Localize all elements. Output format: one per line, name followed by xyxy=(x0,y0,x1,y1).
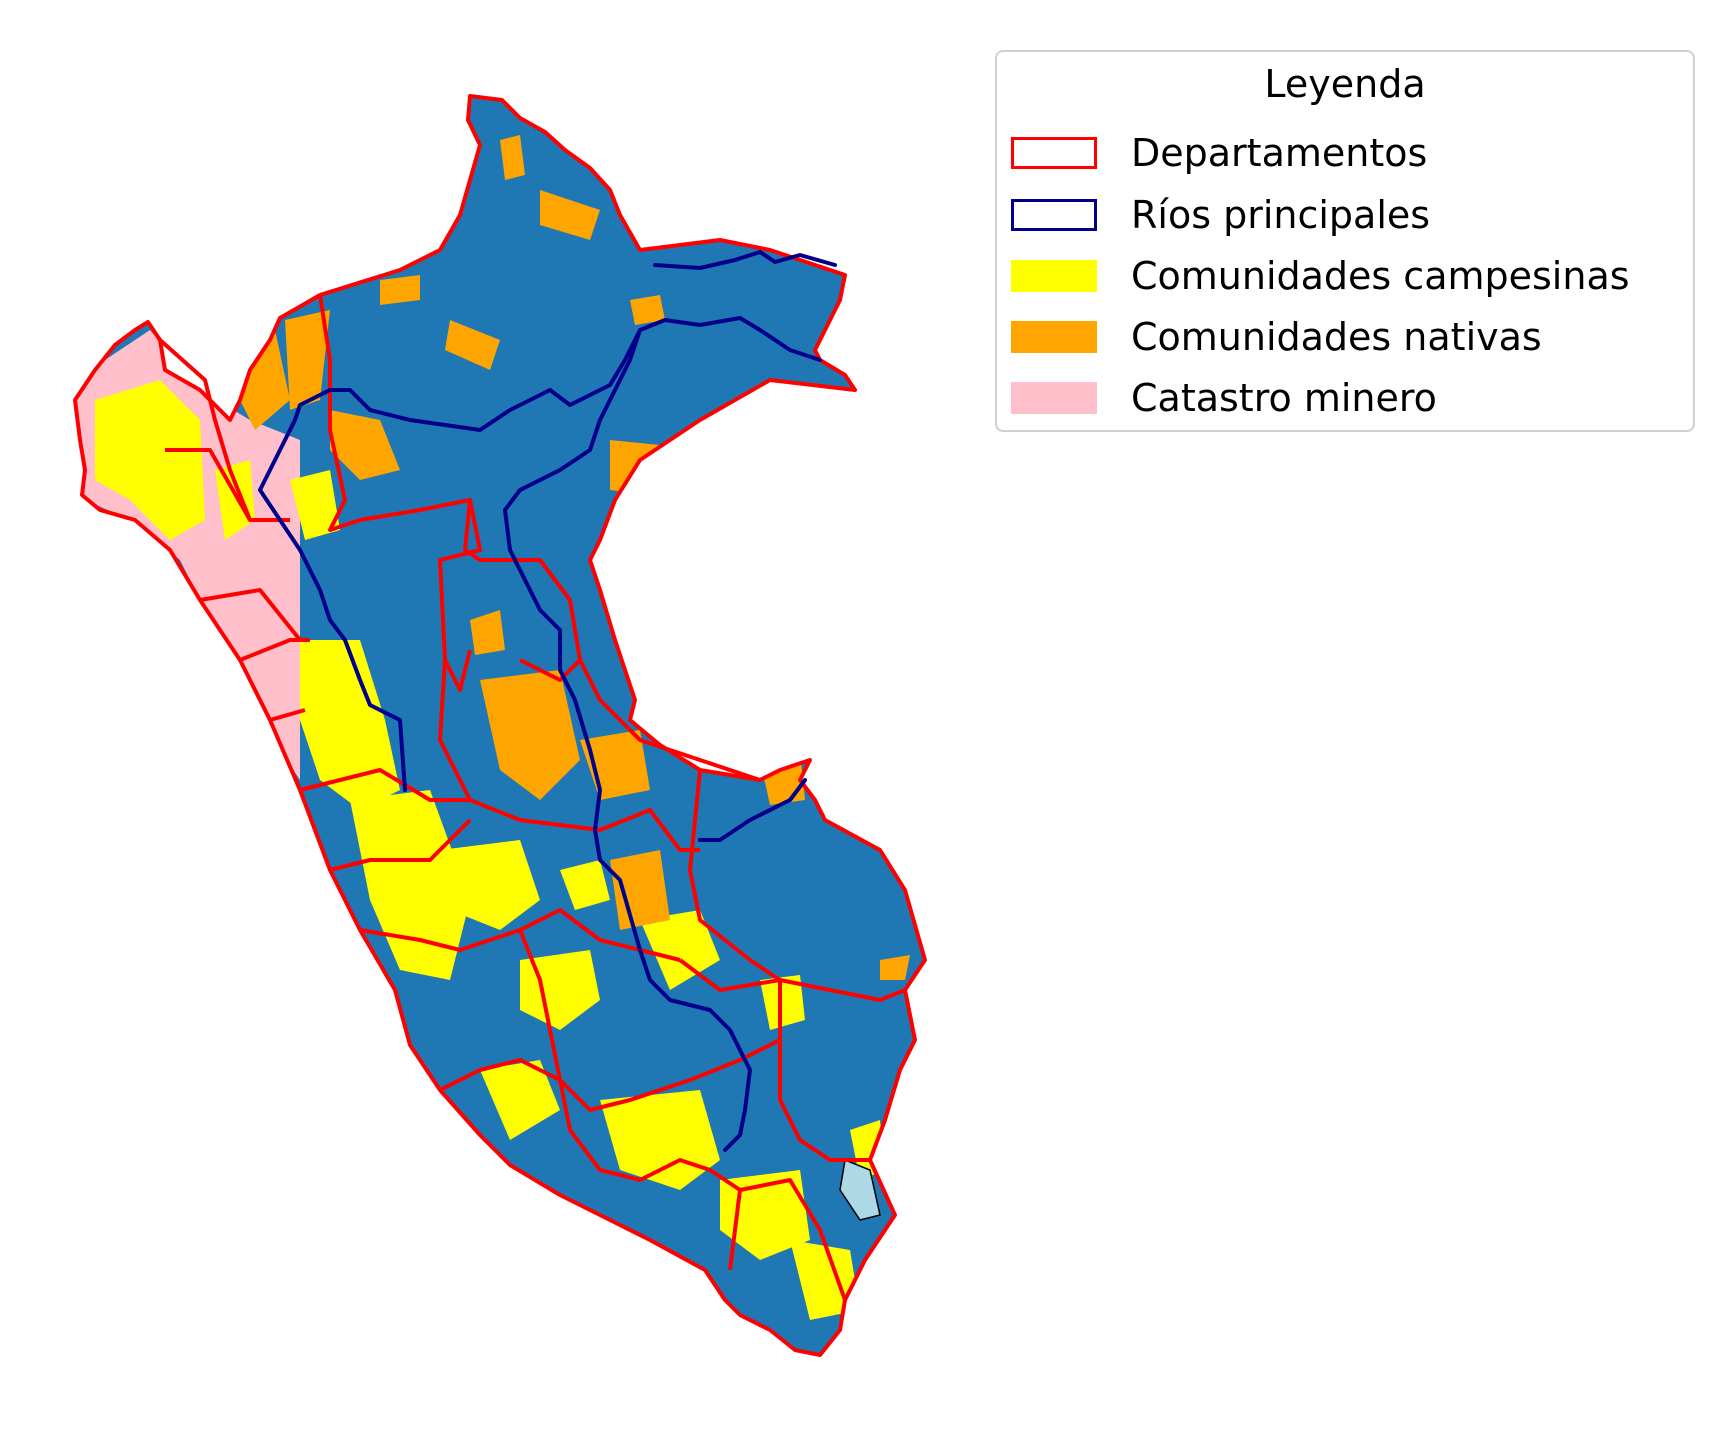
rios-swatch xyxy=(1011,199,1097,231)
departamentos-layer xyxy=(73,94,927,1357)
legend-label-campesinas: Comunidades campesinas xyxy=(1131,254,1630,298)
departamentos-swatch xyxy=(1011,137,1097,169)
map-legend: Leyenda Departamentos Ríos principales C… xyxy=(995,50,1695,432)
peru-map xyxy=(73,94,927,1357)
campesinas-swatch xyxy=(1011,260,1097,292)
lake-titicaca xyxy=(839,1158,881,1221)
comunidades-campesinas-layer xyxy=(95,380,885,1320)
rios-principales-layer xyxy=(258,250,837,1152)
nativas-swatch xyxy=(1011,321,1097,353)
minero-swatch xyxy=(1011,382,1097,414)
legend-title: Leyenda xyxy=(1264,62,1426,106)
legend-label-rios: Ríos principales xyxy=(1131,193,1431,237)
legend-label-nativas: Comunidades nativas xyxy=(1131,315,1542,359)
legend-label-minero: Catastro minero xyxy=(1131,376,1437,420)
comunidades-nativas-layer xyxy=(240,135,910,980)
legend-label-departamentos: Departamentos xyxy=(1131,131,1428,175)
